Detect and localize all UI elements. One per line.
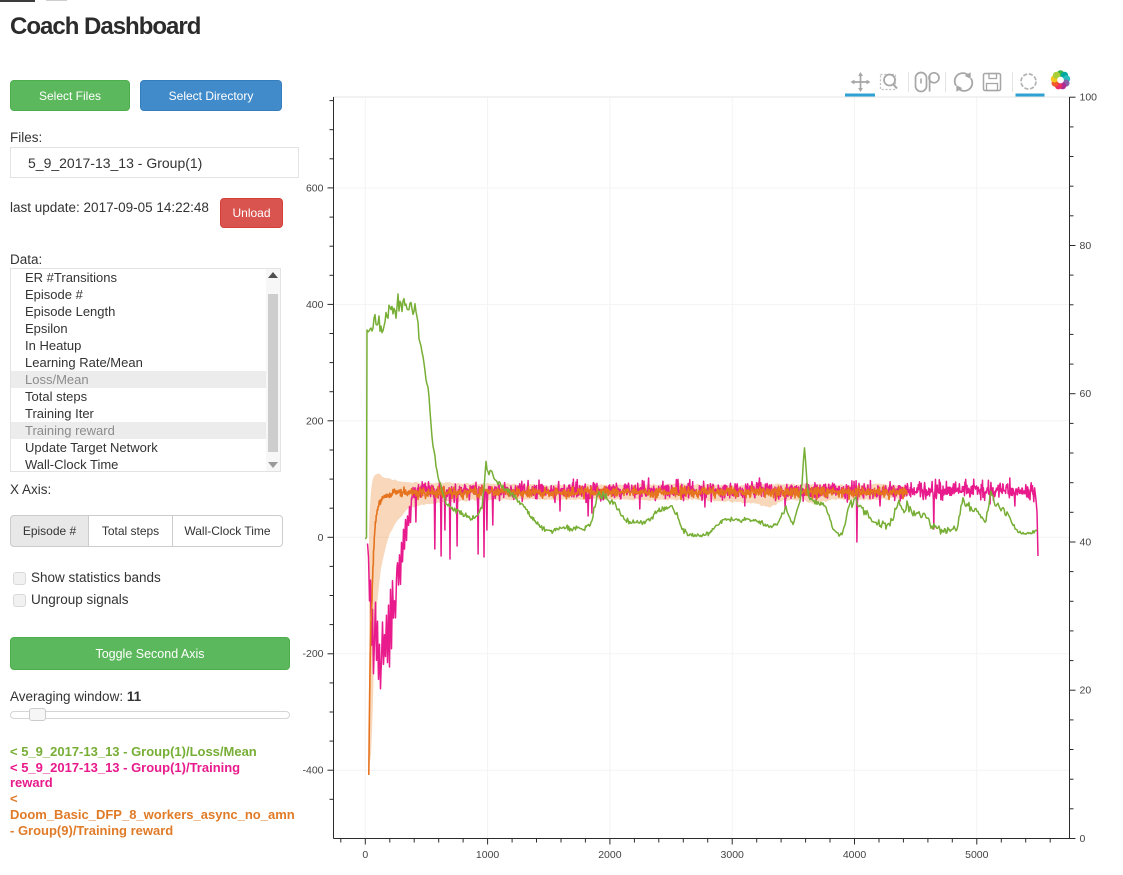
svg-text:0: 0 (1080, 833, 1086, 845)
svg-text:-200: -200 (302, 648, 323, 660)
svg-text:2000: 2000 (598, 849, 622, 861)
svg-text:4000: 4000 (843, 849, 867, 861)
svg-text:-400: -400 (302, 765, 323, 777)
svg-text:0: 0 (318, 532, 324, 544)
svg-text:100: 100 (1080, 92, 1098, 104)
svg-text:200: 200 (306, 415, 324, 427)
svg-text:3000: 3000 (721, 849, 745, 861)
svg-text:80: 80 (1080, 240, 1092, 252)
svg-text:5000: 5000 (965, 849, 989, 861)
svg-text:40: 40 (1080, 537, 1092, 549)
svg-text:60: 60 (1080, 388, 1092, 400)
svg-text:400: 400 (306, 299, 324, 311)
svg-text:20: 20 (1080, 685, 1092, 697)
svg-text:600: 600 (306, 182, 324, 194)
svg-text:0: 0 (362, 849, 368, 861)
svg-text:1000: 1000 (476, 849, 500, 861)
